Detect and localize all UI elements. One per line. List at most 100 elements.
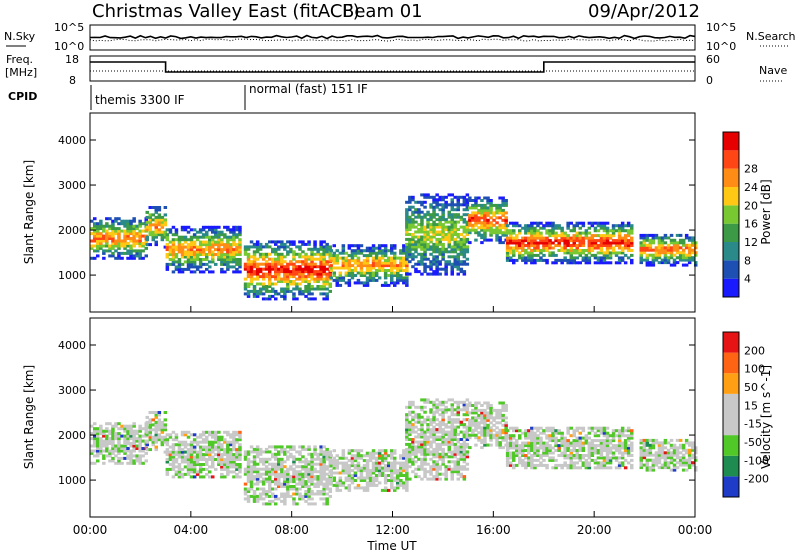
power-cell [429,247,433,251]
velocity-cell [465,435,470,439]
velocity-cell [438,457,442,461]
velocity-cell [411,428,415,432]
velocity-cell [402,451,406,455]
power-cell [527,226,531,230]
power-cell [417,262,421,266]
power-cell [307,285,311,288]
power-cell [474,218,478,222]
velocity-cell [138,427,142,431]
noise-right-tick-top: 10^5 [706,21,736,34]
velocity-cell [572,446,576,450]
power-cell [274,267,278,271]
velocity-cell [211,440,215,444]
velocity-cell [474,406,478,410]
power-cell [183,255,188,259]
velocity-cell [596,426,601,430]
velocity-cell [524,436,528,440]
velocity-cell [480,428,484,432]
velocity-cell [211,458,215,461]
power-cell [264,287,269,291]
power-cell [117,237,121,240]
power-cell [480,208,484,212]
power-cell [298,260,302,264]
velocity-cell [277,460,281,464]
power-cell [495,226,499,230]
power-cell [623,224,628,228]
velocity-cell [307,492,311,496]
velocity-cell [453,470,457,474]
power-cell [453,230,457,234]
power-cell [515,234,519,238]
velocity-cell [283,477,287,481]
velocity-cell [393,464,397,468]
velocity-cell [423,462,427,466]
velocity-cell [429,440,433,444]
velocity-cell [165,438,170,442]
power-cell [666,256,671,260]
velocity-cell [402,454,406,458]
power-cell [261,275,266,279]
power-cell [208,240,212,244]
power-cell [423,247,427,251]
velocity-cell [255,499,260,503]
velocity-cell [246,462,251,466]
power-cell [105,224,109,228]
velocity-cell [444,477,448,481]
velocity-cell [474,433,478,437]
velocity-cell [563,449,567,452]
power-cell [630,239,634,243]
velocity-cell [453,438,457,441]
power-cell [396,256,400,260]
velocity-cell [432,420,436,424]
velocity-cell [390,449,394,453]
power-cell [691,256,695,260]
power-cell [651,241,656,245]
velocity-cell [238,433,242,437]
velocity-cell [295,470,299,474]
velocity-cell [319,460,323,464]
power-cell [432,270,436,274]
power-cell [310,277,314,281]
power-cell [246,292,251,296]
freq-right-tick-bottom: 0 [706,74,713,87]
velocity-cell [380,474,385,477]
velocity-cell [292,475,296,479]
velocity-cell [274,475,278,479]
power-cell [480,216,484,220]
velocity-cell [447,460,451,464]
velocity-cell [365,469,370,473]
velocity-cell [557,463,561,467]
power-cell [274,247,278,251]
velocity-cell [578,439,582,443]
velocity-cell [530,436,534,440]
power-cell [268,275,272,279]
power-cell [441,255,445,259]
power-cell [301,272,305,276]
power-cell [292,267,296,271]
power-cell [208,265,212,269]
velocity-cell [450,467,454,471]
velocity-cell [533,426,537,430]
power-cell [371,261,376,265]
velocity-cell [141,447,145,450]
velocity-cell [313,482,317,486]
power-cell [195,235,200,239]
velocity-cell [353,466,358,470]
power-cell [201,228,206,232]
velocity-cell [322,452,326,456]
velocity-cell [590,458,595,462]
power-cell [477,226,481,230]
velocity-cell [157,428,162,432]
power-cell [229,245,233,249]
velocity-cell [524,466,528,470]
velocity-cell [417,467,421,471]
velocity-cell [96,447,100,450]
power-cell [468,216,472,220]
power-cell [271,287,275,291]
velocity-cell [441,413,445,417]
power-cell [183,267,188,271]
power-cell [548,251,552,255]
power-cell [126,249,130,253]
power-cell [435,213,439,217]
velocity-cell [96,432,100,436]
